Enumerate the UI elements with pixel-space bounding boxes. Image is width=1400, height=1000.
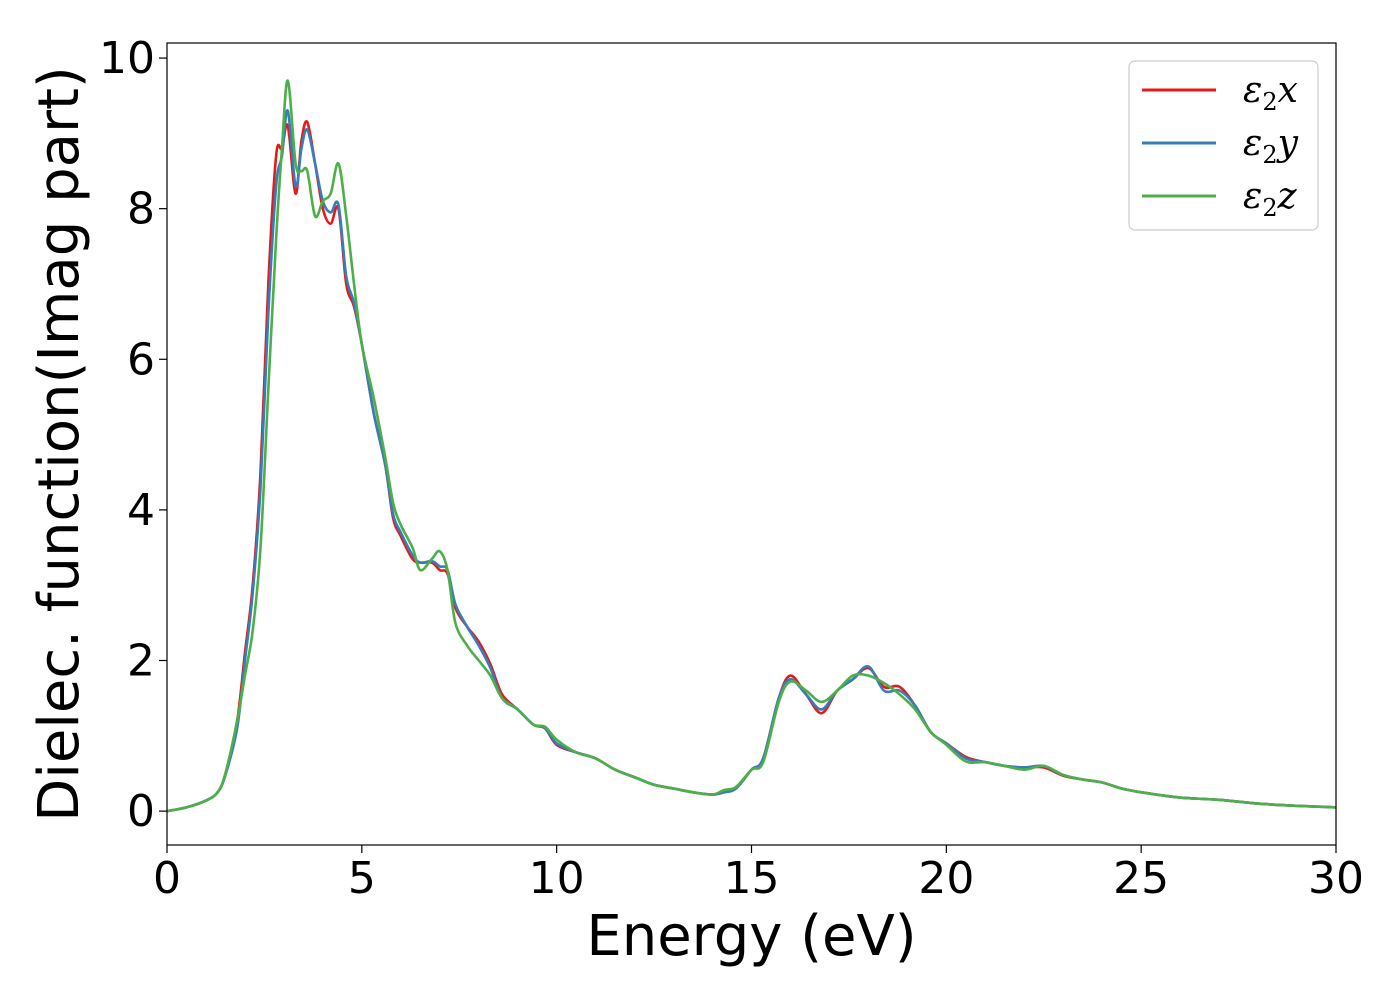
legend-box [1128,60,1319,231]
y-axis: 0 2 4 6 8 10 [99,33,167,837]
series-line-z [166,79,1337,813]
y-axis-title: Dielec. function(Imag part) [27,66,92,822]
x-tick-label: 30 [1308,853,1364,904]
y-tick-label: 6 [127,334,155,385]
x-tick-label: 15 [724,853,780,904]
y-tick-label: 2 [127,636,155,687]
legend-label-x: ε2x [1243,70,1298,116]
legend-label-z: ε2z [1243,176,1298,222]
legend: ε2x ε2y ε2z [1128,60,1319,231]
x-axis: 0 5 10 15 20 25 30 [153,845,1364,904]
x-tick-label: 20 [918,853,974,904]
x-tick-label: 5 [348,853,376,904]
x-tick-label: 0 [153,853,181,904]
y-tick-label: 4 [127,485,155,536]
legend-label-y: ε2y [1243,123,1299,169]
x-tick-label: 25 [1113,853,1169,904]
x-tick-label: 10 [529,853,585,904]
y-tick-label: 10 [99,33,155,84]
y-tick-label: 8 [127,184,155,235]
series-layer [166,79,1337,813]
y-tick-label: 0 [127,786,155,837]
x-axis-title: Energy (eV) [586,904,916,969]
